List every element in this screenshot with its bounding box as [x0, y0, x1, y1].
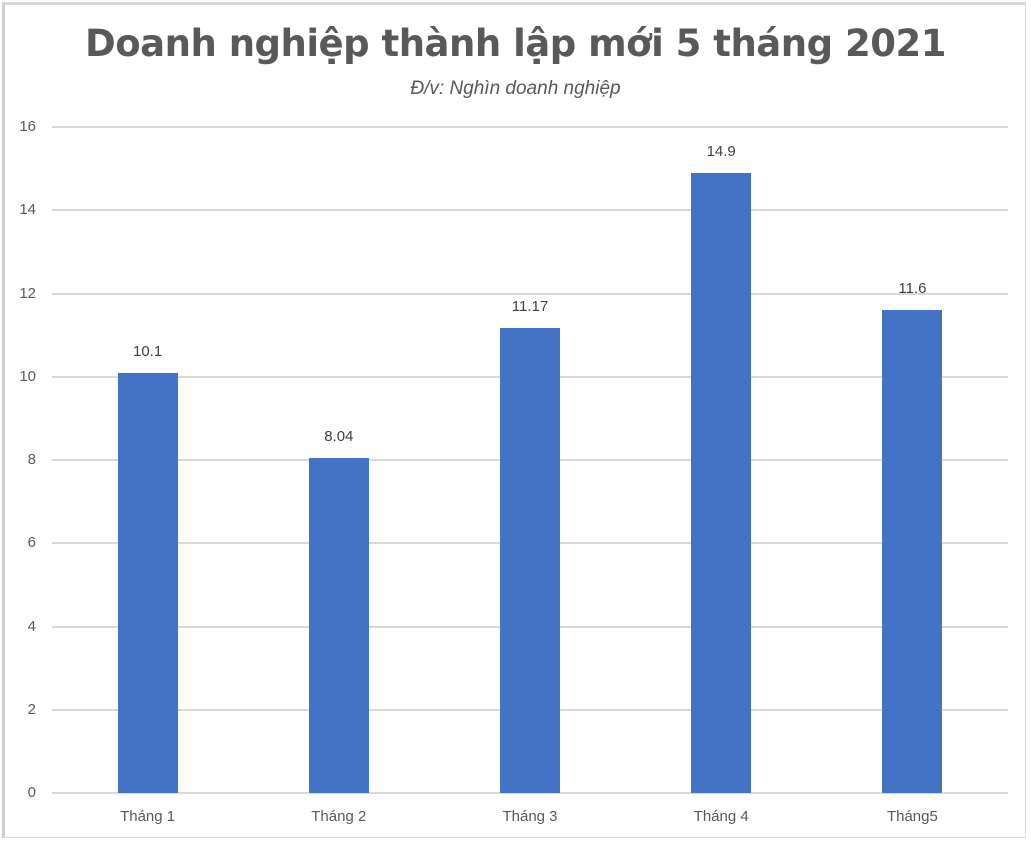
x-tick-label: Tháng 1 [120, 808, 176, 825]
data-label: 11.17 [511, 298, 549, 316]
chart-title: Doanh nghiệp thành lập mới 5 tháng 2021 [85, 22, 946, 65]
plot-area: 10.1 8.04 11.17 14.9 11.6 [52, 126, 1008, 794]
x-tick-label: Tháng 3 [502, 808, 558, 825]
gridline [52, 292, 1008, 295]
bar [500, 328, 560, 793]
y-tick-label: 4 [27, 617, 36, 635]
y-tick-label: 2 [27, 700, 36, 718]
y-tick-label: 0 [27, 784, 36, 801]
x-tick-label: Tháng 4 [693, 808, 749, 825]
bar [308, 458, 369, 793]
data-label: 11.6 [898, 280, 927, 298]
chart-subtitle: Đ/v: Nghìn doanh nghiệp [410, 78, 621, 99]
data-label: 10.1 [132, 342, 163, 360]
y-tick-label: 10 [19, 367, 36, 385]
data-label: 8.04 [324, 428, 354, 446]
x-tick-label: Tháng5 [886, 808, 938, 825]
gridline [52, 792, 1008, 794]
y-tick-label: 16 [19, 118, 36, 135]
gridline [52, 126, 1008, 128]
y-tick-label: 6 [27, 534, 36, 552]
data-label: 14.9 [706, 142, 736, 160]
y-tick-label: 8 [27, 451, 36, 468]
gridline [52, 209, 1008, 212]
x-tick-label: Tháng 2 [311, 808, 367, 825]
y-tick-label: 12 [19, 284, 36, 302]
bar [882, 310, 943, 793]
y-tick-label: 14 [19, 201, 36, 219]
bar [691, 172, 752, 793]
bar [117, 372, 178, 793]
